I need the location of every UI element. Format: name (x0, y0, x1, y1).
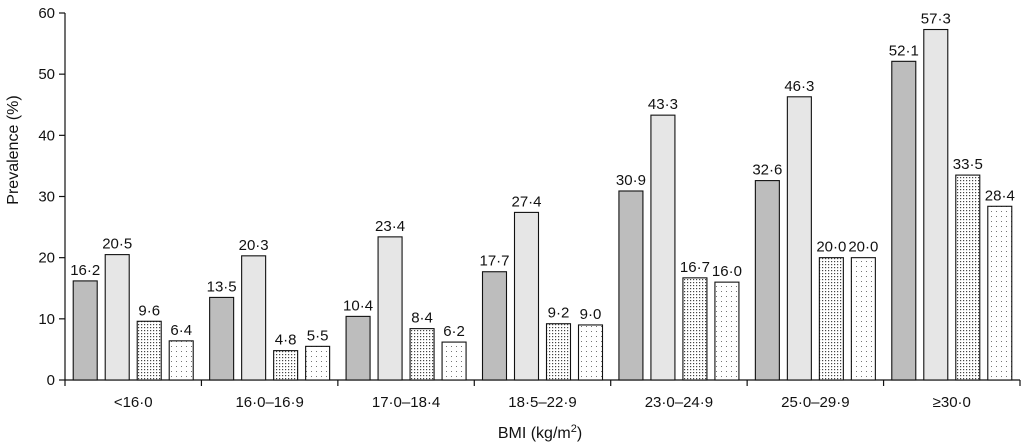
bar (136, 320, 162, 381)
bar (891, 60, 917, 381)
y-tick-label: 20 (38, 250, 55, 267)
data-label: 6·4 (170, 322, 192, 339)
y-axis: 0 10 20 30 40 50 60 (38, 5, 66, 389)
data-label: 5·5 (307, 327, 329, 344)
bar (818, 257, 844, 381)
bar (714, 281, 740, 381)
bar (754, 180, 780, 381)
data-label: 17·7 (479, 253, 509, 270)
bar (241, 255, 267, 381)
data-label: 43·3 (648, 96, 678, 113)
x-tick-label: 23·0–24·9 (645, 394, 713, 411)
y-tick-label: 0 (47, 372, 55, 389)
bar (987, 205, 1013, 381)
data-label: 30·9 (616, 172, 646, 189)
data-label: 13·5 (207, 278, 237, 295)
bar (618, 190, 644, 381)
y-tick-label: 30 (38, 189, 55, 206)
data-label: 20·5 (102, 236, 132, 253)
data-label: 6·2 (443, 323, 465, 340)
x-axis-title-close: ) (577, 425, 582, 442)
x-tick-label: ≥30·0 (933, 394, 971, 411)
x-tick-label: <16·0 (114, 394, 153, 411)
y-tick-label: 50 (38, 66, 55, 83)
y-axis-title: Prevalence (%) (5, 95, 22, 204)
data-label: 8·4 (411, 310, 433, 327)
data-label: 20·3 (239, 237, 269, 254)
data-label: 20·0 (816, 239, 846, 256)
bar (513, 211, 540, 381)
data-label: 9·6 (138, 302, 160, 319)
x-axis-title-superscript: 2 (571, 423, 577, 435)
data-label: 16·0 (712, 263, 742, 280)
x-tick-label: 25·0–29·9 (781, 394, 849, 411)
bar (441, 341, 467, 381)
bar (923, 28, 949, 381)
bar (850, 257, 876, 381)
data-label: 9·0 (580, 306, 602, 323)
data-label: 9·2 (548, 305, 570, 322)
bar (377, 236, 403, 381)
bars (72, 28, 1013, 381)
y-tick-label: 40 (38, 127, 55, 144)
data-label: 16·2 (70, 262, 100, 279)
data-label: 52·1 (889, 42, 919, 59)
bar (955, 174, 981, 381)
data-label: 10·4 (343, 297, 373, 314)
data-labels: 16·2 13·5 10·4 17·7 30·9 32·6 52·1 20·5 20·3 23·4… (70, 11, 1015, 349)
y-tick-label: 60 (38, 5, 55, 22)
data-label: 4·8 (275, 332, 297, 349)
x-tick-label: 16·0–16·9 (235, 394, 303, 411)
bar (345, 315, 371, 381)
bar (209, 296, 235, 381)
bar (650, 114, 676, 381)
bar (409, 328, 435, 381)
bar (682, 277, 708, 381)
data-label: 16·7 (680, 259, 710, 276)
data-label: 28·4 (985, 187, 1015, 204)
data-label: 46·3 (784, 78, 814, 95)
x-tick-label: 18·5–22·9 (508, 394, 576, 411)
bar (786, 96, 812, 381)
bar (72, 280, 98, 381)
bar (545, 323, 572, 381)
data-label: 27·4 (511, 193, 541, 210)
x-axis-title-main: BMI (kg/m (498, 425, 571, 442)
data-label: 20·0 (848, 239, 878, 256)
x-axis-title: BMI (kg/m2) (498, 423, 582, 442)
bar (273, 350, 299, 381)
data-label: 32·6 (752, 162, 782, 179)
x-tick-label: 17·0–18·4 (372, 394, 440, 411)
bar (577, 324, 604, 381)
data-label: 33·5 (953, 156, 983, 173)
bar (481, 271, 508, 381)
bar (305, 345, 331, 381)
data-label: 23·4 (375, 218, 405, 235)
x-axis: <16·0 16·0–16·9 17·0–18·4 18·5–22·9 23·0–24·… (64, 379, 1021, 411)
y-tick-label: 10 (38, 311, 55, 328)
bar (104, 254, 130, 381)
data-label: 57·3 (921, 11, 951, 28)
bar (168, 340, 194, 381)
